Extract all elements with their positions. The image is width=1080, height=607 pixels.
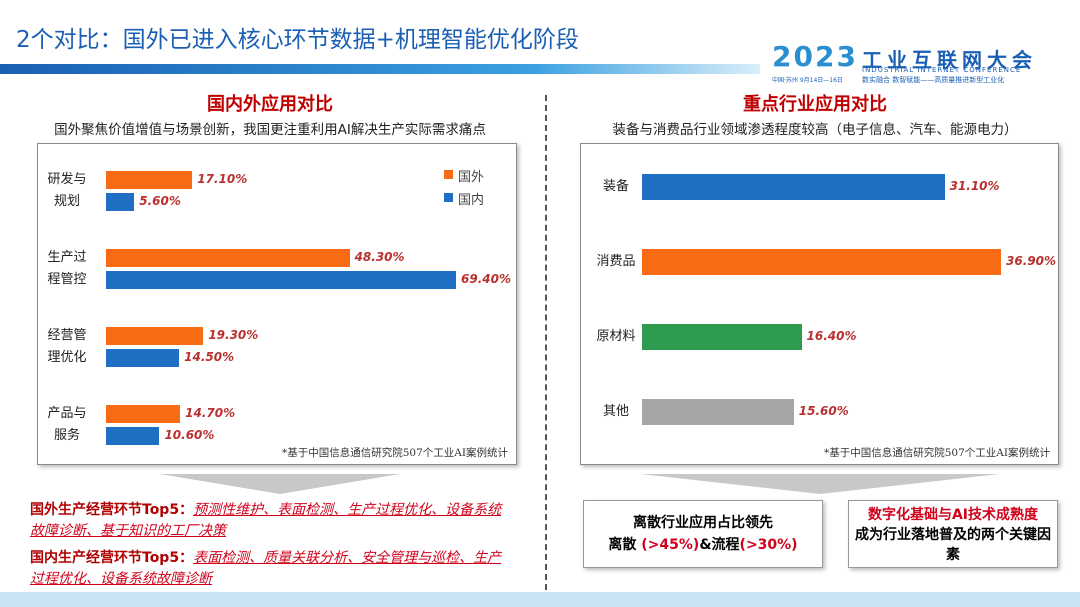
summary-part: (>30%): [739, 537, 798, 553]
value-label: 36.90%: [1006, 253, 1056, 268]
bar: [106, 349, 180, 367]
legend-swatch: [444, 170, 453, 179]
chart-box: *基于中国信息通信研究院507个工业AI案例统计 研发与规划 17.10% 5.60%…: [37, 143, 517, 465]
category-label: 其他: [602, 403, 629, 419]
slide-title: 2个对比：国外已进入核心环节数据+机理智能优化阶段: [16, 27, 579, 53]
value-label: 14.70%: [185, 406, 236, 420]
bar: [106, 249, 350, 267]
summary-line: 离散 (>45%)&流程(>30%): [584, 534, 822, 556]
logo-name: 工业互联网大会: [862, 48, 1037, 72]
bar: [106, 193, 135, 211]
summary-title: 数字化基础与AI技术成熟度: [867, 507, 1039, 523]
chart-box: *基于中国信息通信研究院507个工业AI案例统计 装备 31.10% 消费品 36.90…: [580, 143, 1059, 465]
bar: [106, 171, 193, 189]
summary-part: 离散: [608, 537, 642, 553]
pointer: [160, 474, 400, 494]
logo-date: 中国·苏州 9月14日—16日: [772, 77, 843, 84]
category-label: 经营管理优化: [47, 328, 87, 365]
bar: [642, 248, 1001, 275]
chart-subtitle: 装备与消费品行业领域渗透程度较高（电子信息、汽车、能源电力）: [612, 122, 1018, 138]
value-label: 14.50%: [184, 350, 235, 364]
category-label: 装备: [602, 178, 629, 194]
value-label: 5.60%: [139, 194, 181, 208]
value-label: 15.60%: [798, 403, 849, 418]
value-label: 19.30%: [208, 328, 259, 342]
value-label: 48.30%: [354, 250, 405, 264]
bar: [642, 398, 794, 425]
summary-box: 数字化基础与AI技术成熟度 成为行业落地普及的两个关键因素: [848, 500, 1058, 568]
note-label: 国内生产经营环节Top5：: [30, 550, 194, 566]
note-text: 表面检测、质量关联分析、安全管理与巡检、生产过程优化、设备系统故障诊断: [30, 550, 502, 587]
summary-part: (>45%): [641, 537, 700, 553]
chart-title: 国内外应用对比: [207, 94, 333, 115]
divider: [545, 95, 547, 590]
summary-part: &流程: [699, 537, 740, 553]
legend-label: 国内: [458, 193, 485, 208]
category-label: 产品与服务: [47, 406, 87, 443]
pointer: [640, 474, 1000, 494]
logo-en: INDUSTRIAL INTERNET CONFERENCE: [862, 66, 1022, 74]
category-label: 原材料: [596, 328, 636, 344]
value-label: 10.60%: [164, 428, 215, 442]
legend-swatch: [444, 193, 453, 202]
footer-band: [0, 592, 1080, 607]
note-block: 国外生产经营环节Top5：预测性维护、表面检测、生产过程优化、设备系统故障诊断、…: [30, 500, 505, 590]
note-label: 国外生产经营环节Top5：: [30, 502, 194, 518]
note-text: 预测性维护、表面检测、生产过程优化、设备系统故障诊断、基于知识的工厂决策: [30, 502, 502, 539]
value-label: 16.40%: [806, 328, 857, 343]
bar: [106, 327, 204, 345]
bar: [106, 427, 160, 445]
chart-title: 重点行业应用对比: [743, 94, 887, 115]
value-label: 17.10%: [197, 172, 248, 186]
logo-slogan: 数实融合 数智赋能——高质量推进新型工业化: [862, 76, 1005, 84]
value-label: 69.40%: [461, 272, 511, 286]
bar: [642, 173, 945, 200]
category-label: 生产过程管控: [47, 250, 87, 287]
category-label: 研发与规划: [47, 172, 87, 209]
summary-text: 成为行业落地普及的两个关键因素: [855, 527, 1051, 563]
value-label: 31.10%: [949, 178, 1000, 193]
summary-box: 离散行业应用占比领先 离散 (>45%)&流程(>30%): [583, 500, 823, 568]
bar: [106, 405, 181, 423]
legend-label: 国外: [458, 170, 485, 185]
bar: [106, 271, 456, 289]
summary-title: 离散行业应用占比领先: [633, 515, 773, 531]
logo-year: 2023: [772, 40, 858, 73]
bar: [642, 323, 802, 350]
chart-note: *基于中国信息通信研究院507个工业AI案例统计: [281, 447, 508, 459]
header-bar: [0, 64, 760, 74]
chart-note: *基于中国信息通信研究院507个工业AI案例统计: [823, 447, 1050, 459]
category-label: 消费品: [596, 253, 636, 269]
chart-subtitle: 国外聚焦价值增值与场景创新，我国更注重利用AI解决生产实际需求痛点: [54, 122, 486, 138]
